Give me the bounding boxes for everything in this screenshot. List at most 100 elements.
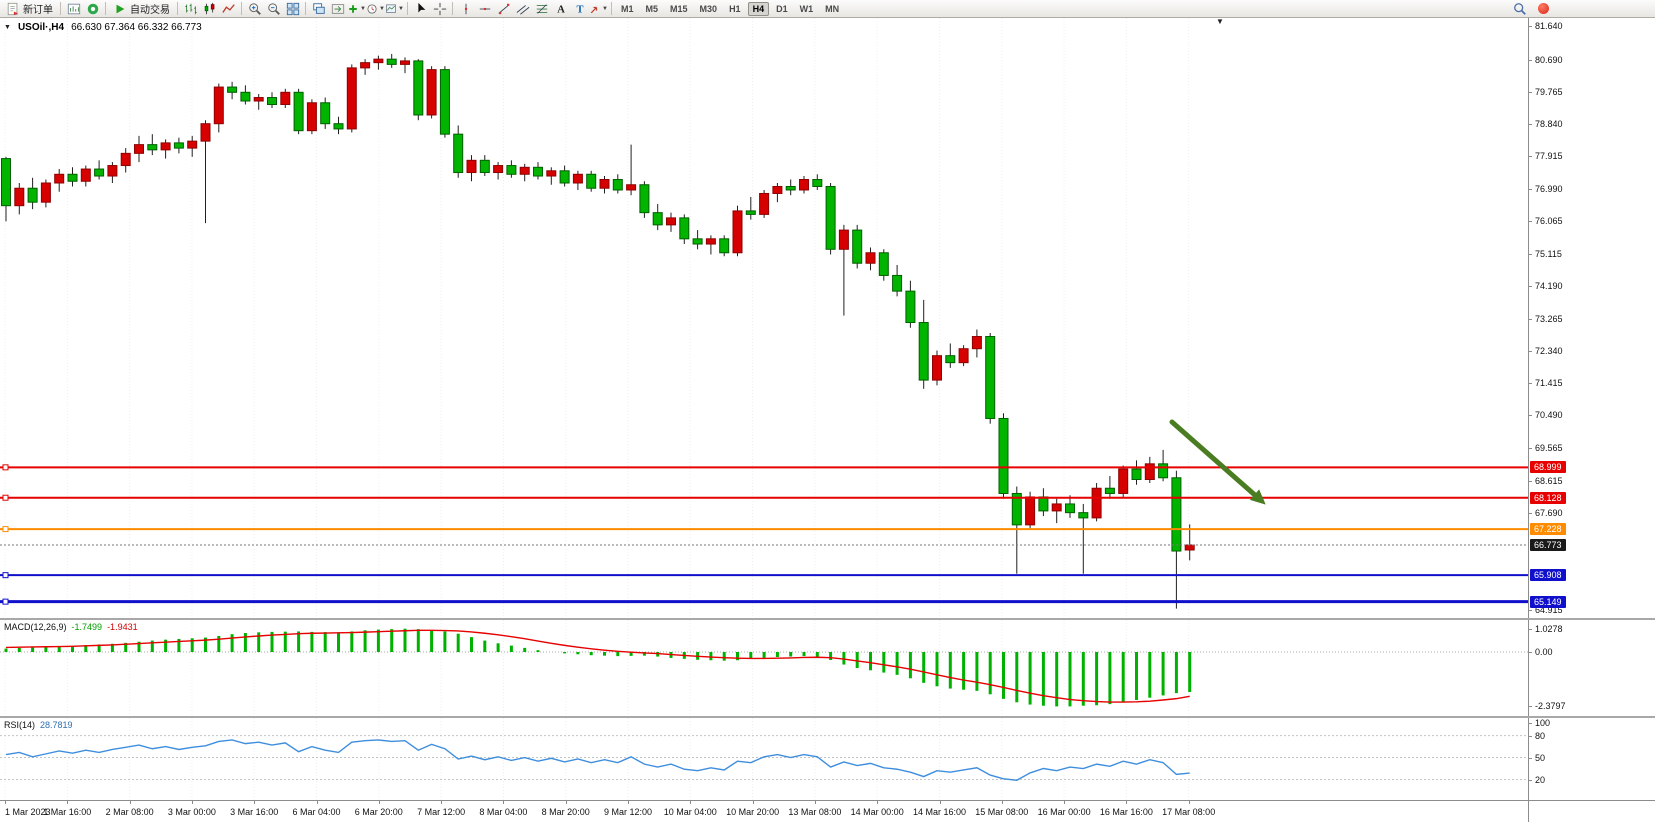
text-icon[interactable]: A xyxy=(551,1,570,17)
time-label: 9 Mar 12:00 xyxy=(603,807,653,817)
timeframe-mn[interactable]: MN xyxy=(825,3,840,14)
time-tick xyxy=(5,801,6,804)
autotrading-label: 自动交易 xyxy=(130,5,170,16)
bar-chart-icon[interactable] xyxy=(181,1,200,17)
notification-badge[interactable] xyxy=(1538,3,1549,14)
time-label: 7 Mar 12:00 xyxy=(417,807,466,817)
axis-tick xyxy=(1529,735,1532,737)
arrows-button[interactable]: ▼ xyxy=(589,1,608,17)
timeframe-w1[interactable]: W1 xyxy=(799,3,814,14)
cascade-windows-icon[interactable] xyxy=(309,1,328,17)
fibonacci-icon[interactable] xyxy=(532,1,551,17)
timeframe-m30[interactable]: M30 xyxy=(699,3,718,14)
time-tick xyxy=(378,801,380,804)
zoom-out-icon[interactable] xyxy=(264,1,283,17)
price-label: 81.640 xyxy=(1535,21,1563,32)
timeframe-toolbar: M1 M5 M15 M30 H1 H4 D1 W1 MN xyxy=(615,1,845,16)
cursor-icon[interactable] xyxy=(411,1,430,17)
price-label: 77.915 xyxy=(1535,151,1563,162)
time-label: 3 Mar 16:00 xyxy=(230,807,279,817)
new-order-icon xyxy=(7,2,19,15)
axis-tick xyxy=(1529,318,1532,320)
zoom-in-icon[interactable] xyxy=(245,1,264,17)
market-watch-icon[interactable] xyxy=(64,1,83,17)
panel-divider[interactable] xyxy=(0,618,1655,620)
autotrading-button[interactable]: 自动交易 xyxy=(109,1,174,17)
line-chart-icon[interactable] xyxy=(219,1,238,17)
chart-shift-marker[interactable]: ▼ xyxy=(1216,18,1224,26)
equidistant-channel-icon[interactable] xyxy=(513,1,532,17)
grid-layer xyxy=(4,18,1190,618)
axis-tick xyxy=(1529,286,1532,288)
toolbar-separator xyxy=(305,2,306,15)
level-price-badge: 68.999 xyxy=(1530,461,1566,474)
main-chart-panel: ▼ USOil·,H4 66.630 67.364 66.332 66.773 … xyxy=(0,18,1655,618)
price-label: 79.765 xyxy=(1535,86,1563,97)
svg-text:T: T xyxy=(576,4,583,15)
level-price-badge: 68.128 xyxy=(1530,491,1566,504)
timeframe-m5[interactable]: M5 xyxy=(645,3,659,14)
price-label: 80.690 xyxy=(1535,54,1563,65)
macd-plot[interactable]: MACD(12,26,9) -1.7499 -1.9431 xyxy=(0,620,1528,716)
rsi-axis-label: 100 xyxy=(1535,718,1551,728)
timeframe-h1[interactable]: H1 xyxy=(729,3,741,14)
macd-axis: 1.0278 0.00 -2.3797 xyxy=(1528,620,1655,716)
price-axis[interactable]: 81.640 80.690 79.765 78.840 77.915 76.990 76.0… xyxy=(1528,18,1655,618)
axis-tick xyxy=(1529,124,1532,126)
time-tick xyxy=(254,801,256,804)
price-label: 68.615 xyxy=(1535,475,1563,486)
candlestick-chart[interactable] xyxy=(0,18,1528,618)
time-tick xyxy=(939,801,941,804)
toolbar-separator xyxy=(407,2,408,15)
price-label: 76.065 xyxy=(1535,215,1563,226)
macd-label: MACD(12,26,9) -1.7499 -1.9431 xyxy=(4,622,138,632)
chevron-down-icon: ▼ xyxy=(360,5,366,12)
periods-clock-button[interactable]: ▼ xyxy=(366,1,385,17)
navigator-icon[interactable] xyxy=(83,1,102,17)
rsi-chart xyxy=(0,718,1528,800)
new-order-label: 新订单 xyxy=(23,5,53,16)
level-lines-layer[interactable] xyxy=(0,464,1528,605)
clock-icon xyxy=(367,3,377,14)
panel-divider[interactable] xyxy=(0,716,1655,718)
rsi-label: RSI(14) 28.7819 xyxy=(4,720,73,730)
horizontal-line-icon[interactable] xyxy=(475,1,494,17)
tile-windows-icon[interactable] xyxy=(283,1,302,17)
rsi-axis-label: 80 xyxy=(1535,730,1546,741)
crosshair-icon[interactable] xyxy=(430,1,449,17)
timeframe-m1[interactable]: M1 xyxy=(621,3,634,14)
timeframe-d1[interactable]: D1 xyxy=(776,3,788,14)
time-tick xyxy=(628,801,629,804)
timeframe-m15[interactable]: M15 xyxy=(670,3,688,14)
axis-tick xyxy=(1529,628,1532,630)
trendline-icon[interactable] xyxy=(494,1,513,17)
timeframe-h4[interactable]: H4 xyxy=(747,1,770,16)
text-label-icon[interactable]: T xyxy=(570,1,589,17)
price-label: 78.840 xyxy=(1535,119,1563,130)
rsi-name: RSI(14) xyxy=(4,720,36,730)
time-label: 8 Mar 20:00 xyxy=(541,807,590,817)
axis-tick xyxy=(1529,350,1532,352)
templates-button[interactable]: ▼ xyxy=(385,1,404,17)
new-order-button[interactable]: 新订单 xyxy=(2,1,57,17)
candlestick-chart-icon[interactable] xyxy=(200,1,219,17)
axis-tick xyxy=(1529,706,1532,708)
price-label: 76.990 xyxy=(1535,183,1563,194)
axis-tick xyxy=(1529,26,1532,28)
one-click-trading-toggle[interactable]: ▼ xyxy=(4,24,11,31)
trend-arrow-annotation[interactable] xyxy=(1169,419,1266,505)
rsi-line xyxy=(5,739,1190,781)
add-indicator-button[interactable]: ▼ xyxy=(347,1,366,17)
time-axis[interactable]: 1 Mar 2023 1 Mar 16:00 2 Mar 08:00 3 Mar 00… xyxy=(0,800,1655,822)
chart-shift-icon[interactable] xyxy=(328,1,347,17)
vertical-line-icon[interactable] xyxy=(456,1,475,17)
chart-title: ▼ USOil·,H4 66.630 67.364 66.332 66.773 xyxy=(4,22,202,33)
search-icon[interactable] xyxy=(1510,1,1529,17)
rsi-grid xyxy=(0,718,1528,800)
time-axis-labels[interactable]: 1 Mar 2023 1 Mar 16:00 2 Mar 08:00 3 Mar 00… xyxy=(0,800,1528,822)
rsi-plot[interactable]: RSI(14) 28.7819 xyxy=(0,718,1528,800)
chevron-down-icon: ▼ xyxy=(602,5,608,12)
axis-tick xyxy=(1529,652,1532,653)
price-label: 70.490 xyxy=(1535,410,1563,421)
main-chart-plot[interactable]: ▼ USOil·,H4 66.630 67.364 66.332 66.773 … xyxy=(0,18,1528,618)
